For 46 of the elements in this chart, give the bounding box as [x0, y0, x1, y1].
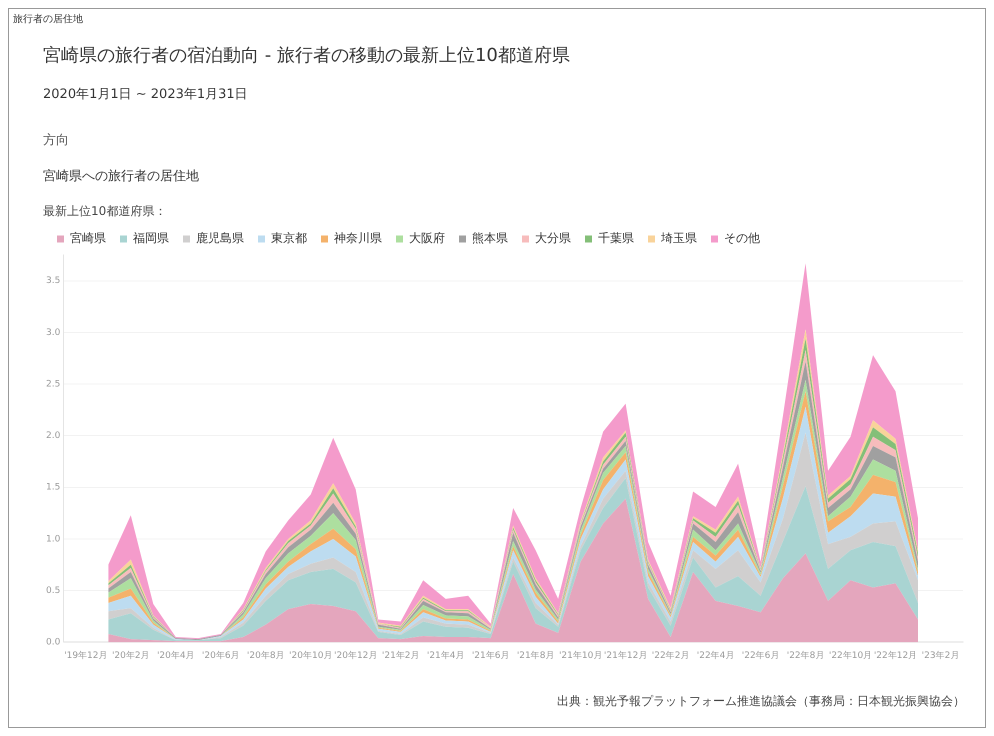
legend-title: 最新上位10都道府県：: [43, 203, 166, 220]
legend-label: 埼玉県: [660, 231, 697, 246]
x-tick-label: '20年10月: [289, 650, 332, 661]
x-tick-label: '20年6月: [202, 650, 240, 661]
y-tick-label: 3.5: [46, 276, 60, 286]
x-tick-label: '23年2月: [922, 650, 960, 661]
x-tick-label: '22年8月: [786, 650, 824, 661]
legend-label: 千葉県: [598, 231, 634, 246]
chart-subtitle: 2020年1月1日 ~ 2023年1月31日: [43, 86, 248, 103]
legend-label: 大分県: [535, 231, 571, 246]
x-tick-label: '21年12月: [604, 650, 648, 661]
chart-title: 宮崎県の旅行者の宿泊動向 - 旅行者の移動の最新上位10都道府県: [43, 44, 570, 67]
text: 宮崎県への旅行者の居住地: [43, 168, 199, 185]
x-tick-label: '21年6月: [472, 650, 510, 661]
y-tick-label: 3.0: [46, 328, 61, 338]
y-tick-label: 1.0: [46, 534, 61, 544]
y-tick-label: 0.0: [46, 638, 61, 648]
legend-label: 大阪府: [409, 231, 445, 246]
text: 旅行者の居住地: [13, 12, 83, 26]
x-tick-label: '22年4月: [696, 650, 734, 661]
y-tick-label: 2.0: [46, 431, 61, 442]
y-tick-label: 1.5: [46, 482, 60, 493]
legend-label: 鹿児島県: [196, 231, 244, 246]
x-tick-label: '22年2月: [652, 650, 690, 661]
legend-label: 宮崎県: [70, 231, 106, 246]
x-tick-label: '20年2月: [112, 650, 150, 661]
x-tick-label: '19年12月: [64, 650, 108, 661]
x-tick-label: '22年12月: [874, 650, 918, 661]
x-tick-label: '21年4月: [426, 650, 465, 661]
legend-label: 神奈川県: [334, 231, 382, 246]
x-tick-label: '20年4月: [156, 650, 195, 661]
text: 方向: [43, 132, 69, 149]
x-tick-label: '22年10月: [828, 650, 872, 661]
x-tick-label: '21年2月: [382, 650, 420, 661]
x-tick-label: '21年10月: [558, 650, 602, 661]
legend-label: 東京都: [271, 231, 307, 246]
legend-label: 熊本県: [472, 231, 508, 246]
x-tick-label: '20年12月: [334, 650, 378, 661]
x-tick-label: '22年6月: [742, 650, 780, 661]
legend-label: 福岡県: [133, 231, 169, 246]
x-tick-label: '21年8月: [516, 650, 554, 661]
legend-label: その他: [724, 231, 760, 246]
y-tick-label: 0.5: [46, 586, 60, 596]
source-note: 出典：観光予報プラットフォーム推進協議会（事務局：日本観光振興協会）: [557, 693, 965, 710]
y-tick-label: 2.5: [46, 379, 60, 390]
x-tick-label: '20年8月: [246, 650, 285, 661]
